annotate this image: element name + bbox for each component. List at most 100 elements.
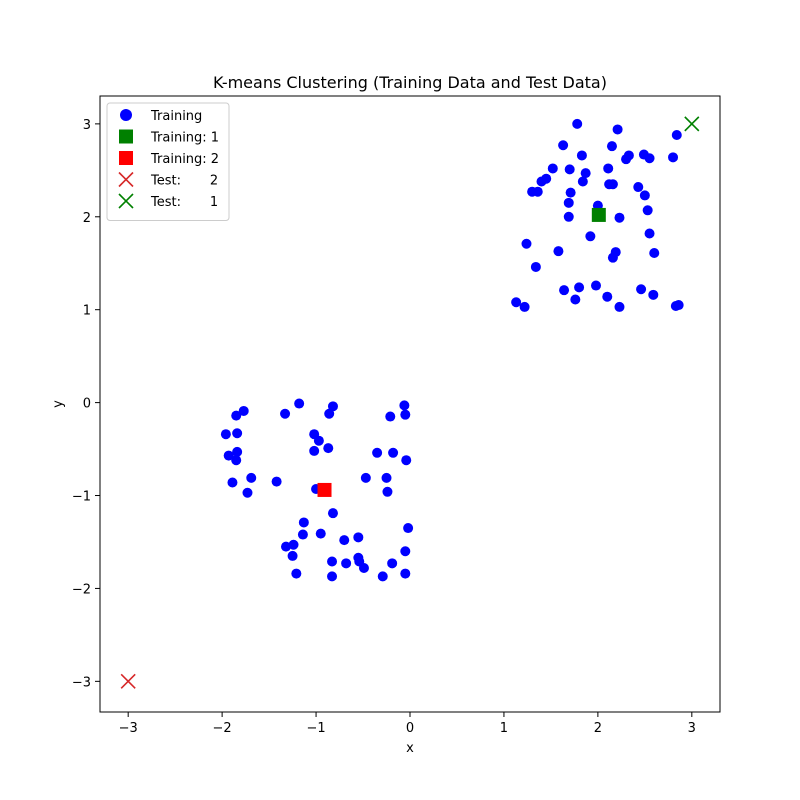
training-point [242,487,253,498]
legend-marker [118,171,134,188]
x-tick-label: 3 [688,721,696,736]
test-point-marker [684,116,700,132]
x-tick-label: 1 [500,721,508,736]
training-point [673,300,684,311]
training-point [576,150,587,161]
y-axis-label: y [51,400,66,408]
training-point [313,435,324,446]
training-point [563,211,574,222]
training-point [530,261,541,272]
training-point [521,238,532,249]
training-point [614,301,625,312]
training-point [612,124,623,135]
training-point [280,408,291,419]
x-tick-label: −3 [119,721,138,736]
x-tick-label: −1 [306,721,325,736]
series-1 [591,207,606,222]
training-point [231,410,242,421]
legend-box [106,102,230,221]
y-tick-label: −3 [72,675,91,690]
series-0 [220,118,684,582]
training-point [309,445,320,456]
training-point [377,571,388,582]
training-point [324,408,335,419]
training-point [639,190,650,201]
training-point [327,508,338,519]
training-point [511,297,522,308]
training-point [591,280,601,291]
chart-title: K-means Clustering (Training Data and Te… [213,73,607,92]
training-point [227,477,238,488]
training-point [585,231,596,242]
legend-label: Training [150,109,202,124]
training-point [232,446,243,457]
legend-label: Training: 1 [150,131,219,146]
legend-marker [120,109,132,121]
training-point [298,517,309,528]
training-point [580,168,591,179]
training-point [607,252,618,263]
test-point-marker [120,673,136,689]
y-tick-label: −1 [72,490,91,505]
training-point [574,282,585,293]
training-point [602,291,613,302]
training-point [271,476,282,487]
training-point [238,405,249,416]
legend-marker [118,193,134,209]
training-point [327,571,338,582]
training-point [671,130,682,141]
legend-marker [119,129,133,144]
training-point [341,558,352,569]
legend: Training Training: 1 Training: 2 Test: 2 Tes… [106,102,230,221]
training-point [327,556,338,567]
training-point [547,163,558,174]
training-point [231,455,242,466]
training-point [399,400,410,411]
training-point [381,472,392,483]
training-point [606,141,617,152]
series-4 [684,116,700,132]
training-point [400,546,411,557]
training-point [339,535,350,546]
legend-marker [119,151,133,165]
x-tick-label: −2 [213,721,232,736]
training-point [388,447,399,458]
training-point [372,447,383,458]
training-point [621,154,632,165]
training-point [323,443,334,454]
training-point [385,411,396,422]
x-tick-label: 2 [594,721,602,736]
y-tick-label: 0 [83,397,91,412]
legend-label: Training: 2 [150,152,219,167]
training-point [570,294,581,305]
training-point [607,179,618,190]
training-point [287,550,298,561]
training-point [382,486,393,497]
training-point [553,246,564,257]
series-3 [120,673,136,689]
x-tick-label: 0 [406,721,414,736]
training-point [633,182,644,193]
training-point [603,163,614,174]
training-point [559,285,570,296]
training-point [387,558,398,569]
training-point [642,205,653,216]
training-point [644,153,655,164]
legend-label: Test: 2 [150,174,218,189]
training-point [577,176,588,187]
training-point [636,284,647,295]
training-point [232,428,243,439]
training-point [668,152,679,163]
y-tick-label: 3 [83,118,91,133]
y-tick-label: 2 [83,211,91,226]
training-point [281,541,291,552]
training-point [572,118,583,129]
cluster-centroid-marker [591,207,606,222]
x-axis-label: x [406,741,414,756]
axis-ticks: −3 −2 −1 0 1 2 3 −3 −2 −1 0 1 2 3 [72,118,696,736]
cluster-centroid-marker [317,482,332,497]
training-point [223,450,234,461]
training-point [358,562,369,573]
training-point [360,472,371,483]
